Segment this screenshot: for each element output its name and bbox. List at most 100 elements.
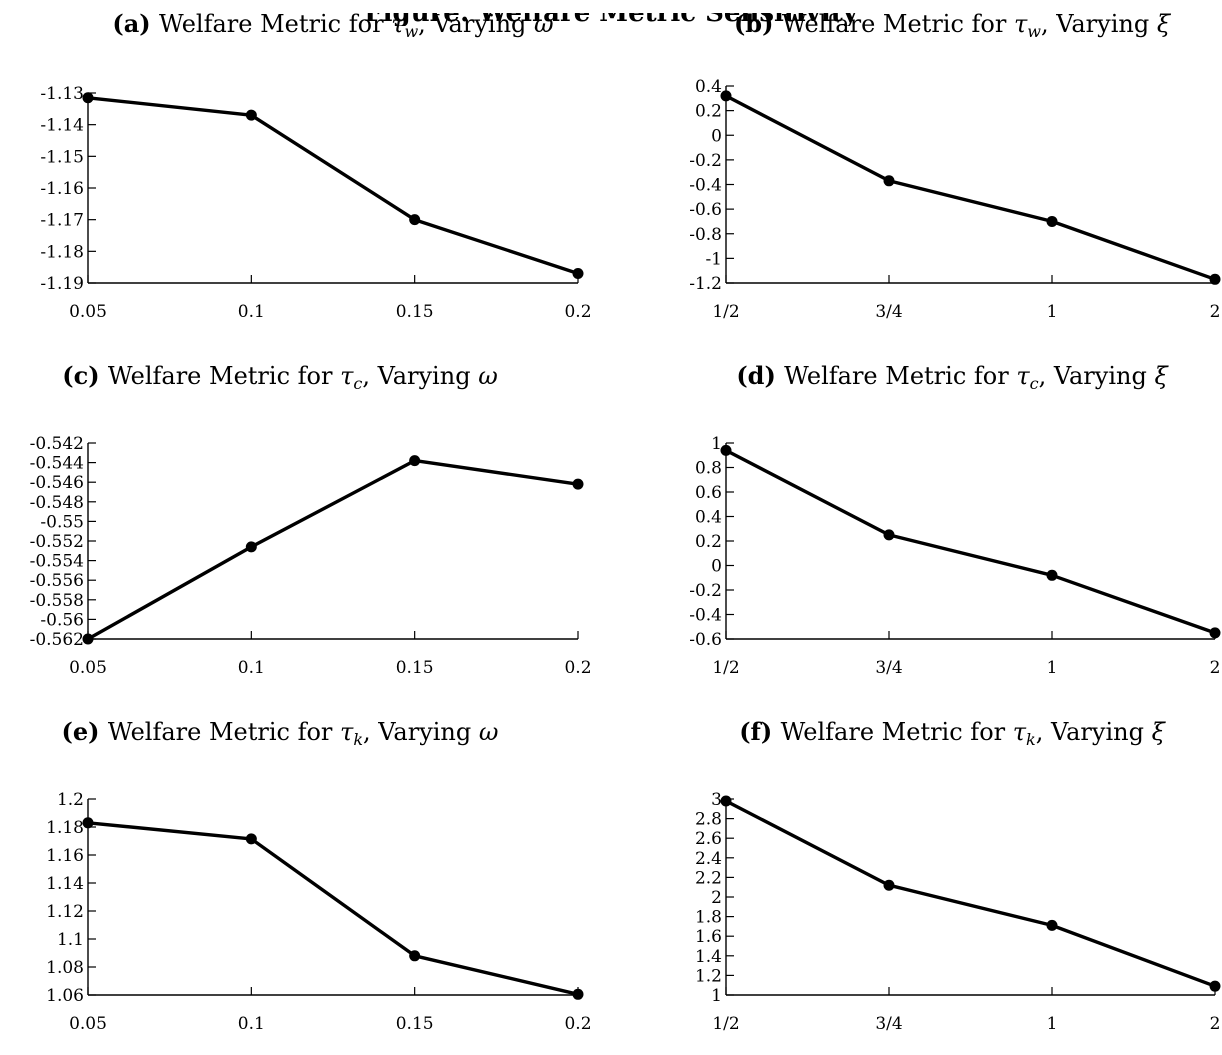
y-tick-label-e: 1.06	[46, 986, 84, 1006]
y-tick-label-b: -0.6	[689, 200, 722, 220]
y-tick-label-b: -0.8	[689, 225, 722, 245]
y-tick-label-a: -1.16	[40, 179, 84, 199]
x-tick-label-d: 1/2	[712, 658, 739, 678]
x-tick-label-a: 0.15	[396, 302, 434, 322]
x-tick-label-f: 3/4	[875, 1014, 902, 1034]
panel-d: (d) Welfare Metric for τc, Varying ξ 1 0.8…	[689, 361, 1221, 678]
y-tick-label-f: 2.8	[695, 810, 722, 830]
x-tick-label-d: 3/4	[875, 658, 902, 678]
y-tick-label-e: 1.18	[46, 818, 84, 838]
y-tick-label-e: 1.12	[46, 902, 84, 922]
x-tick-label-c: 0.15	[396, 658, 434, 678]
data-point-e	[82, 817, 94, 829]
x-tick-label-e: 0.15	[396, 1014, 434, 1034]
y-tick-label-c: -0.56	[40, 610, 84, 630]
panel-title-e: (e) Welfare Metric for τk, Varying ω	[62, 717, 499, 749]
y-tick-label-a: -1.15	[40, 147, 84, 167]
x-tick-label-f: 2	[1210, 1014, 1221, 1034]
panel-title-c: (c) Welfare Metric for τc, Varying ω	[62, 361, 498, 393]
x-tick-label-f: 1/2	[712, 1014, 739, 1034]
data-point-c	[572, 478, 584, 490]
data-point-c	[409, 455, 421, 467]
y-tick-label-a: -1.17	[40, 211, 84, 231]
panel-a: (a) Welfare Metric for τw, Varying ω -1.1…	[40, 9, 591, 322]
data-point-b	[1046, 215, 1058, 227]
y-tick-label-e: 1.2	[57, 790, 84, 810]
y-tick-label-b: -0.4	[689, 176, 722, 196]
data-point-d	[1046, 569, 1058, 581]
series-line-b	[725, 94, 1216, 281]
x-tick-label-a: 0.1	[238, 302, 265, 322]
y-tick-label-c: -0.552	[30, 532, 84, 552]
y-tick-label-b: -0.2	[689, 151, 722, 171]
data-point-d	[1209, 627, 1221, 639]
series-line-d	[725, 448, 1216, 635]
data-point-f	[883, 879, 895, 891]
y-tick-label-b: -1	[705, 249, 722, 269]
x-tick-label-a: 0.05	[69, 302, 107, 322]
x-tick-label-e: 0.2	[564, 1014, 591, 1034]
x-tick-label-c: 0.2	[564, 658, 591, 678]
y-tick-label-a: -1.14	[40, 116, 84, 136]
y-tick-label-f: 2.4	[695, 849, 722, 869]
x-tick-label-d: 2	[1210, 658, 1221, 678]
panel-e: (e) Welfare Metric for τk, Varying ω 1.2 1…	[46, 717, 591, 1034]
data-point-b	[720, 90, 732, 102]
panel-b: (b) Welfare Metric for τw, Varying ξ 0.4 0…	[689, 9, 1221, 322]
panel-title-f: (f) Welfare Metric for τk, Varying ξ	[739, 717, 1166, 749]
y-tick-label-b: 0.4	[695, 77, 722, 97]
y-tick-label-d: -0.2	[689, 581, 722, 601]
page-title: Figure: Welfare Metric Sensitivity	[364, 0, 858, 28]
y-tick-label-c: -0.546	[30, 473, 84, 493]
x-tick-label-f: 1	[1047, 1014, 1058, 1034]
y-tick-label-c: -0.544	[30, 454, 84, 474]
y-tick-label-f: 1.6	[695, 927, 722, 947]
panel-title-a: (a) Welfare Metric for τw, Varying ω	[112, 9, 553, 41]
y-tick-label-f: 3	[711, 790, 722, 810]
y-tick-label-d: 0	[711, 557, 722, 577]
data-point-a	[572, 268, 584, 279]
y-tick-label-c: -0.556	[30, 571, 84, 591]
data-point-c	[245, 541, 257, 553]
y-tick-label-f: 1	[711, 986, 722, 1006]
y-tick-label-f: 2	[711, 888, 722, 908]
y-tick-label-d: -0.6	[689, 630, 722, 650]
y-tick-label-c: -0.55	[40, 512, 84, 532]
y-tick-label-e: 1.16	[46, 846, 84, 866]
data-point-f	[720, 795, 732, 807]
y-tick-label-c: -0.548	[30, 493, 84, 513]
data-point-b	[1209, 273, 1221, 285]
x-tick-label-b: 2	[1210, 302, 1221, 322]
y-tick-label-f: 2.6	[695, 829, 722, 849]
panel-title-b: (b) Welfare Metric for τw, Varying ξ	[734, 9, 1172, 41]
y-tick-label-c: -0.554	[30, 552, 84, 572]
x-tick-label-c: 0.05	[69, 658, 107, 678]
x-tick-label-b: 1/2	[712, 302, 739, 322]
y-tick-label-b: 0	[711, 126, 722, 146]
data-point-d	[720, 444, 732, 456]
x-tick-label-a: 0.2	[564, 302, 591, 322]
data-point-a	[82, 92, 94, 104]
data-point-c	[82, 633, 94, 645]
data-point-e	[572, 988, 584, 1000]
data-point-b	[883, 175, 895, 187]
x-tick-label-b: 3/4	[875, 302, 902, 322]
data-point-f	[1209, 980, 1221, 992]
y-tick-label-d: 0.4	[695, 508, 722, 528]
panel-title-d: (d) Welfare Metric for τc, Varying ξ	[736, 361, 1169, 393]
series-line-c	[87, 458, 579, 641]
y-tick-label-e: 1.14	[46, 874, 84, 894]
data-point-e	[245, 833, 257, 845]
y-tick-label-d: 0.2	[695, 532, 722, 552]
y-tick-label-a: -1.19	[40, 274, 84, 294]
y-tick-label-c: -0.562	[30, 630, 84, 650]
y-tick-label-f: 1.8	[695, 908, 722, 928]
x-tick-label-d: 1	[1047, 658, 1058, 678]
x-tick-label-e: 0.05	[69, 1014, 107, 1034]
data-point-d	[883, 529, 895, 541]
data-point-a	[245, 109, 257, 121]
y-tick-label-a: -1.13	[40, 84, 84, 104]
series-line-f	[725, 799, 1216, 988]
y-tick-label-b: -1.2	[689, 274, 722, 294]
series-line-e	[87, 821, 579, 996]
